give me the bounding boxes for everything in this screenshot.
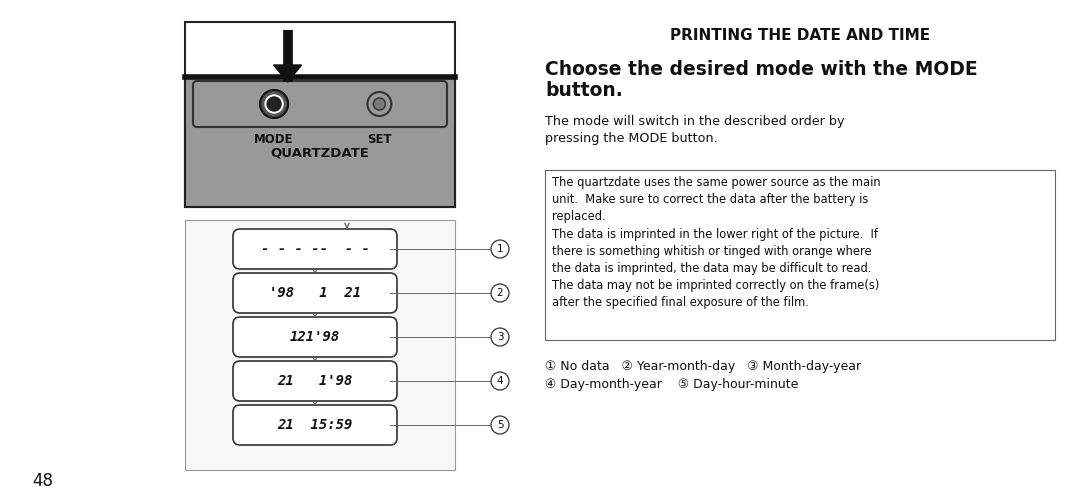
Text: 1: 1 [497,244,503,254]
Circle shape [374,98,386,110]
Text: Choose the desired mode with the MODE
button.: Choose the desired mode with the MODE bu… [545,60,977,100]
Text: PRINTING THE DATE AND TIME: PRINTING THE DATE AND TIME [670,28,930,43]
FancyBboxPatch shape [233,229,397,269]
FancyBboxPatch shape [193,81,447,127]
Circle shape [267,97,281,111]
Circle shape [367,92,391,116]
Text: SET: SET [367,133,392,146]
Text: MODE: MODE [255,133,294,146]
Bar [185,77,455,207]
Text: - - - --  - -: - - - -- - - [260,242,369,256]
Circle shape [260,90,288,118]
Text: 121'98: 121'98 [289,330,340,344]
FancyBboxPatch shape [233,317,397,357]
Bar [185,77,455,207]
Text: The mode will switch in the described order by
pressing the MODE button.: The mode will switch in the described or… [545,115,845,145]
Text: The quartzdate uses the same power source as the main
unit.  Make sure to correc: The quartzdate uses the same power sourc… [552,176,880,309]
FancyBboxPatch shape [233,405,397,445]
Text: '98   1  21: '98 1 21 [269,286,361,300]
Text: 2: 2 [497,288,503,298]
FancyBboxPatch shape [545,170,1055,340]
Text: ④ Day-month-year    ⑤ Day-hour-minute: ④ Day-month-year ⑤ Day-hour-minute [545,378,798,391]
Text: 4: 4 [497,376,503,386]
Polygon shape [273,65,301,82]
Text: QUARTZDATE: QUARTZDATE [271,146,369,159]
Text: 21  15:59: 21 15:59 [278,418,353,432]
Bar [185,22,455,207]
Circle shape [265,95,283,113]
FancyBboxPatch shape [233,361,397,401]
Bar [185,220,455,470]
Text: 5: 5 [497,420,503,430]
Text: 48: 48 [32,472,53,490]
Text: 3: 3 [497,332,503,342]
FancyBboxPatch shape [233,273,397,313]
Text: ① No data   ② Year-month-day   ③ Month-day-year: ① No data ② Year-month-day ③ Month-day-y… [545,360,861,373]
Text: 21   1'98: 21 1'98 [278,374,353,388]
